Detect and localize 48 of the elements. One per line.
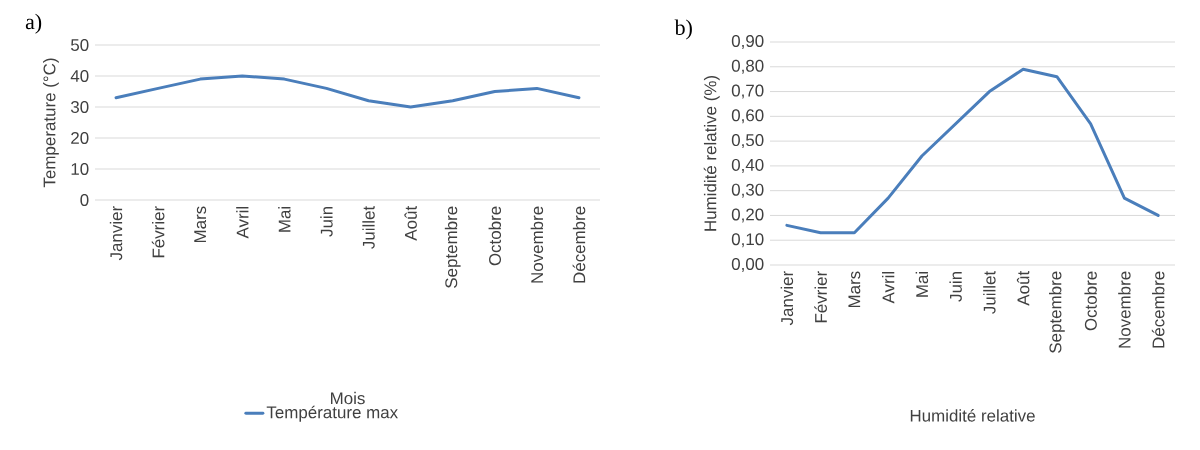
x-tick-label: Juin — [320, 206, 333, 237]
x-tick-label: Juin — [949, 271, 962, 302]
x-tick-label: Mars — [194, 206, 207, 243]
x-tick-label: Mai — [915, 271, 929, 297]
y-tick-label: 30 — [70, 101, 89, 113]
x-axis-title: Humidité relative — [910, 409, 1035, 422]
x-tick-label: Décembre — [572, 206, 586, 283]
y-tick-label: 0,60 — [731, 109, 764, 124]
x-tick-label: Septembre — [1049, 271, 1065, 353]
x-tick-label: Septembre — [444, 206, 461, 288]
chart-title: b) — [674, 19, 692, 40]
x-tick-label: Octobre — [1084, 271, 1097, 331]
y-tick-label: 0,80 — [731, 59, 764, 74]
y-tick-label: 20 — [71, 132, 89, 144]
line-series — [114, 74, 581, 109]
x-tick-label: Janvier — [780, 271, 794, 326]
x-tick-label: Février — [151, 206, 165, 258]
chart-title: a) — [25, 13, 42, 34]
y-tick-label: 10 — [71, 163, 89, 175]
x-tick-label: Mars — [848, 271, 861, 308]
y-tick-label: 0,00 — [731, 258, 764, 272]
x-tick-label: Août — [1016, 270, 1030, 306]
y-tick-label: 40 — [70, 70, 89, 82]
x-tick-label: Octobre — [488, 206, 502, 266]
y-axis-title: Temperature (°C) — [43, 58, 59, 188]
x-tick-label: Janvier — [109, 206, 123, 261]
legend-label: Température max — [266, 405, 398, 422]
x-tick-label: Août — [404, 205, 417, 241]
x-tick-label: Novembre — [530, 206, 544, 283]
x-tick-label: Février — [814, 271, 827, 323]
y-tick-label: 0,10 — [731, 233, 764, 248]
x-axis-title: Mois — [331, 391, 365, 405]
x-tick-label: Juillet — [362, 205, 375, 249]
y-tick-label: 0 — [80, 194, 89, 206]
y-tick-label: 0,50 — [731, 134, 764, 149]
x-tick-label: Avril — [236, 206, 249, 239]
x-tick-label: Décembre — [1151, 271, 1165, 348]
x-tick-label: Juillet — [983, 270, 996, 314]
x-tick-label: Novembre — [1118, 271, 1131, 348]
x-tick-label: Avril — [882, 271, 895, 304]
y-tick-label: 0,90 — [731, 35, 764, 49]
y-tick-label: 50 — [70, 39, 89, 51]
x-tick-label: Mai — [278, 206, 291, 232]
y-tick-label: 0,70 — [731, 84, 764, 99]
y-tick-label: 0,20 — [731, 208, 764, 223]
y-tick-label: 0,30 — [731, 183, 764, 198]
y-tick-label: 0,40 — [731, 158, 764, 173]
y-axis-title: Humidité relative (%) — [703, 76, 720, 231]
